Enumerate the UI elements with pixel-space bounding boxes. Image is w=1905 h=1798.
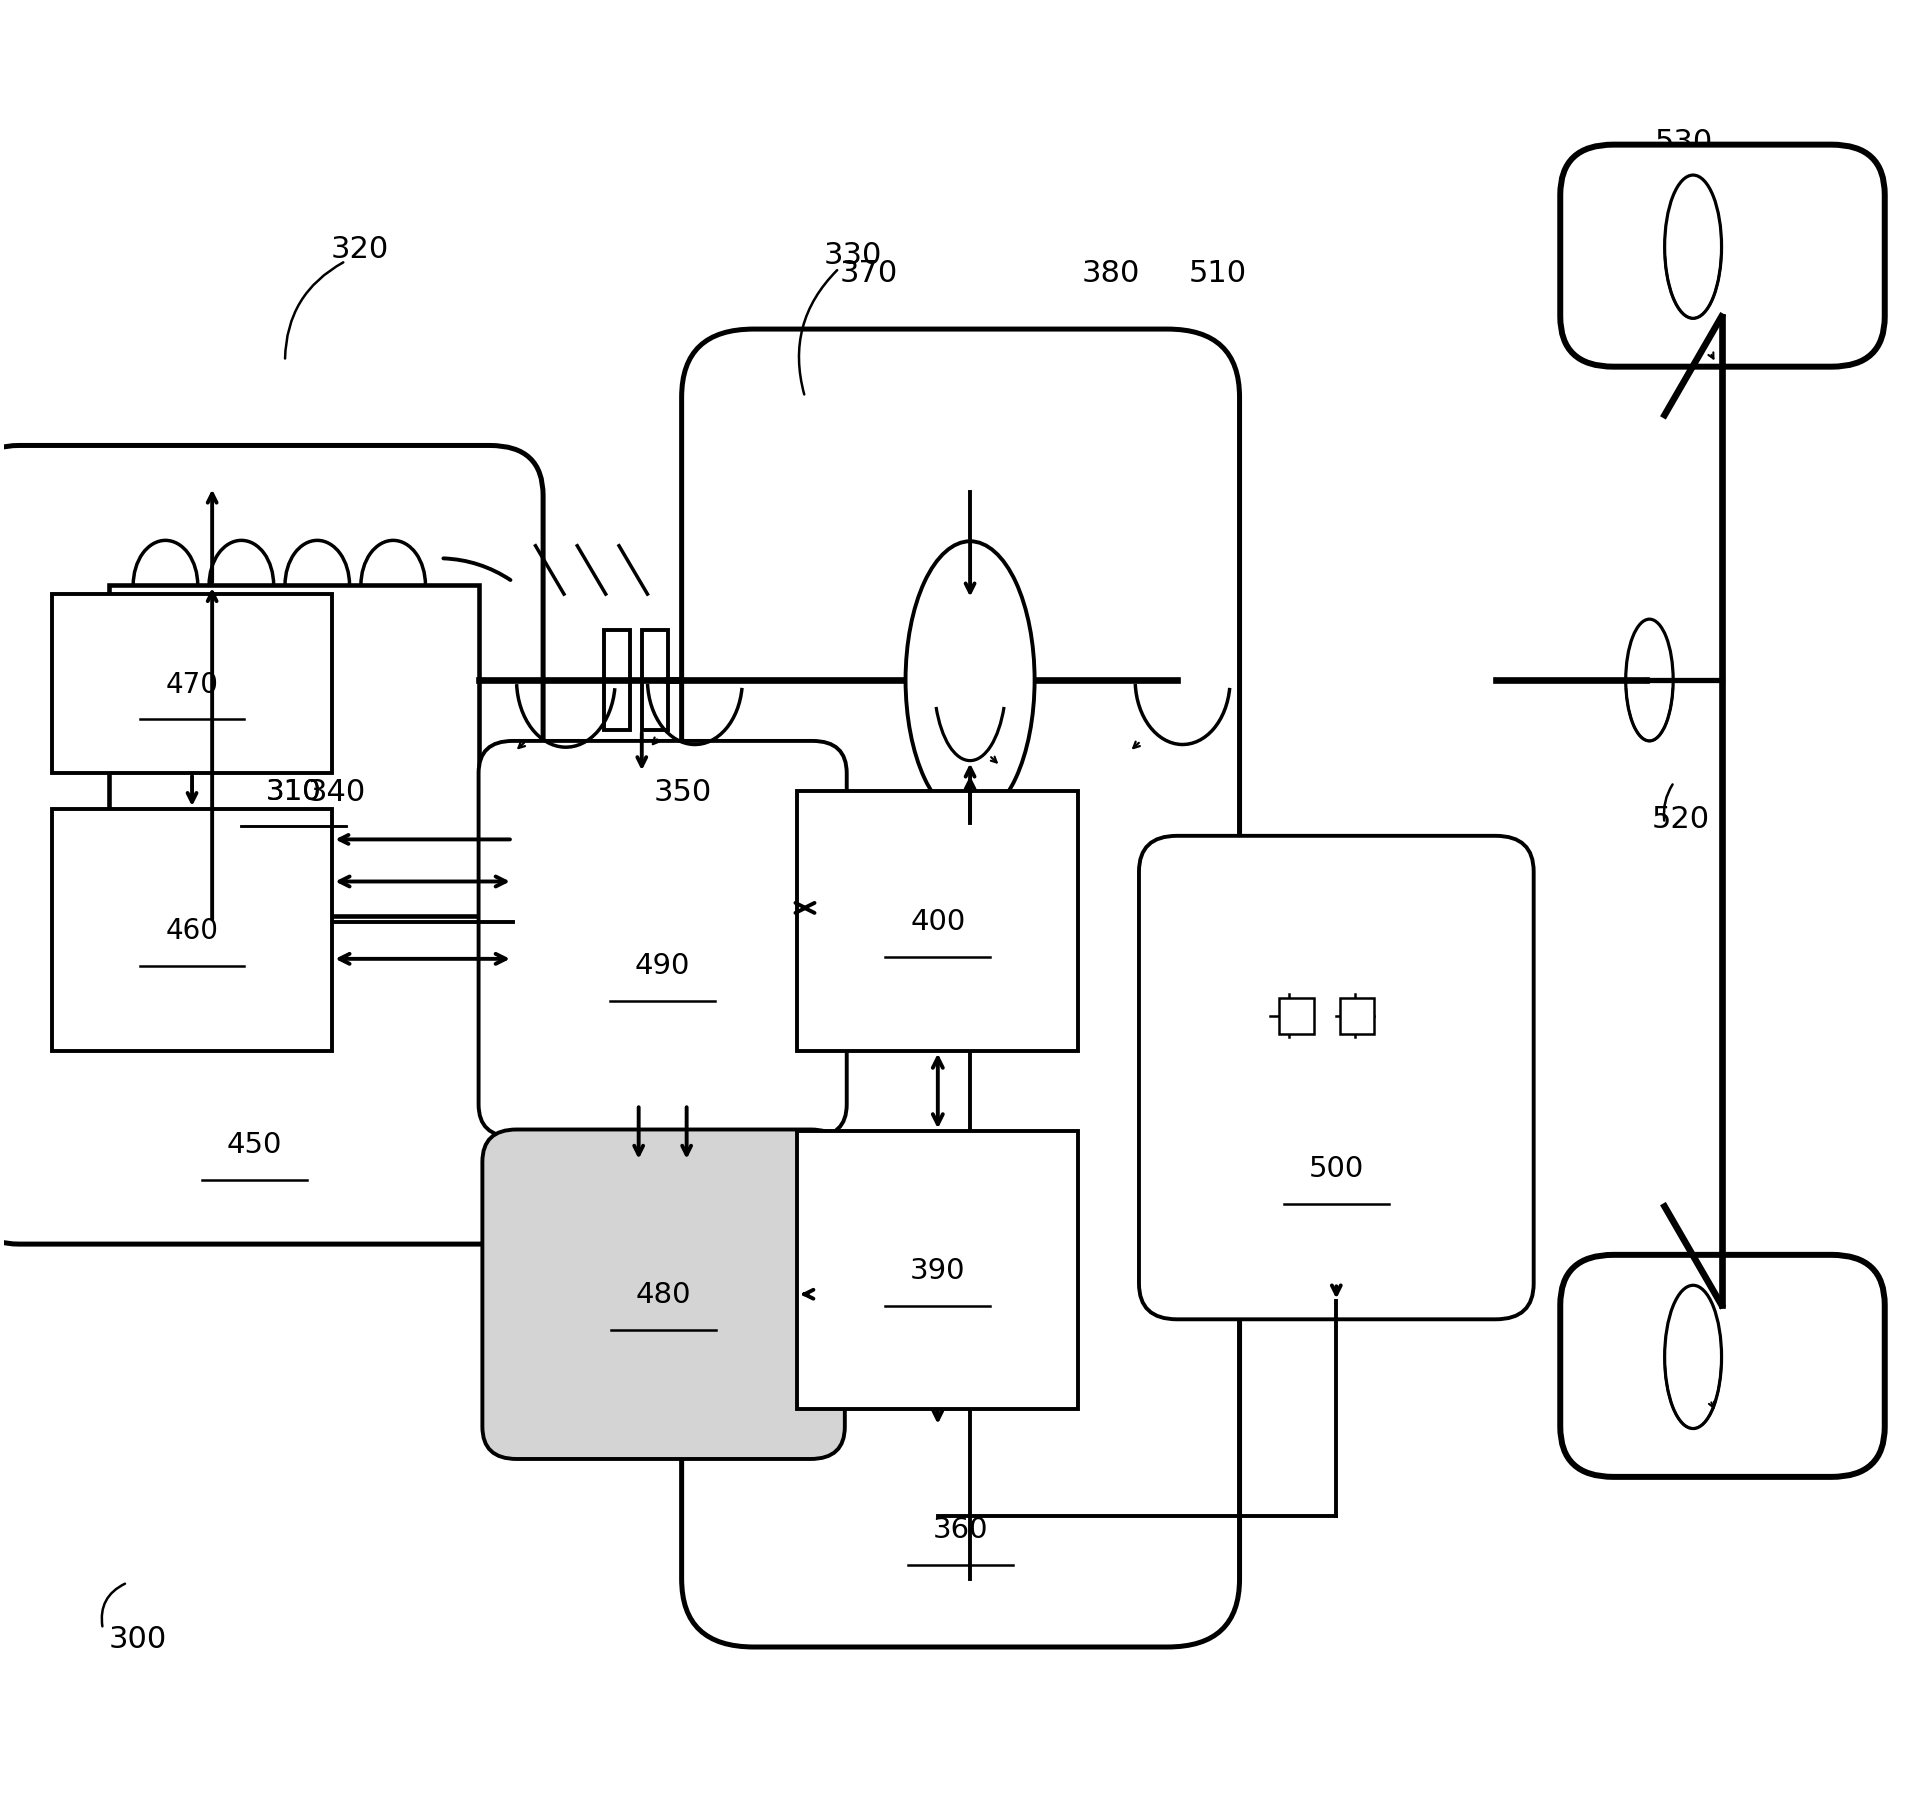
- Text: 330: 330: [823, 241, 882, 270]
- Bar: [642, 631, 669, 730]
- FancyBboxPatch shape: [0, 446, 543, 1244]
- FancyBboxPatch shape: [482, 1129, 844, 1460]
- Text: 510: 510: [1187, 259, 1246, 288]
- FancyBboxPatch shape: [682, 329, 1238, 1647]
- Bar: [1339, 998, 1374, 1034]
- Text: 340: 340: [307, 777, 366, 807]
- Text: 470: 470: [166, 671, 219, 698]
- Bar: [1278, 998, 1313, 1034]
- Text: 300: 300: [109, 1624, 168, 1652]
- Bar: [796, 1131, 1078, 1410]
- FancyBboxPatch shape: [1139, 836, 1534, 1320]
- Bar: [109, 586, 478, 917]
- Text: 450: 450: [227, 1131, 282, 1158]
- FancyBboxPatch shape: [1560, 146, 1884, 367]
- Bar: [604, 631, 631, 730]
- Text: 500: 500: [1309, 1154, 1364, 1183]
- Ellipse shape: [905, 541, 1034, 820]
- FancyBboxPatch shape: [1560, 1255, 1884, 1478]
- Text: 360: 360: [932, 1516, 989, 1543]
- Text: 310: 310: [265, 777, 322, 806]
- Text: 390: 390: [909, 1257, 966, 1284]
- Text: 480: 480: [636, 1280, 692, 1309]
- Text: 320: 320: [330, 236, 389, 264]
- Bar: [51, 595, 331, 773]
- Bar: [51, 809, 331, 1052]
- FancyBboxPatch shape: [478, 741, 846, 1136]
- Text: 350: 350: [653, 777, 711, 807]
- Text: 460: 460: [166, 917, 219, 944]
- Text: 520: 520: [1650, 804, 1709, 834]
- Text: 400: 400: [911, 908, 966, 935]
- Text: 380: 380: [1082, 259, 1139, 288]
- Text: 490: 490: [634, 951, 690, 980]
- Bar: [796, 791, 1078, 1052]
- Text: 530: 530: [1654, 128, 1713, 156]
- Text: 310: 310: [265, 777, 322, 806]
- Text: 530: 530: [1654, 1449, 1713, 1478]
- Text: 370: 370: [838, 259, 897, 288]
